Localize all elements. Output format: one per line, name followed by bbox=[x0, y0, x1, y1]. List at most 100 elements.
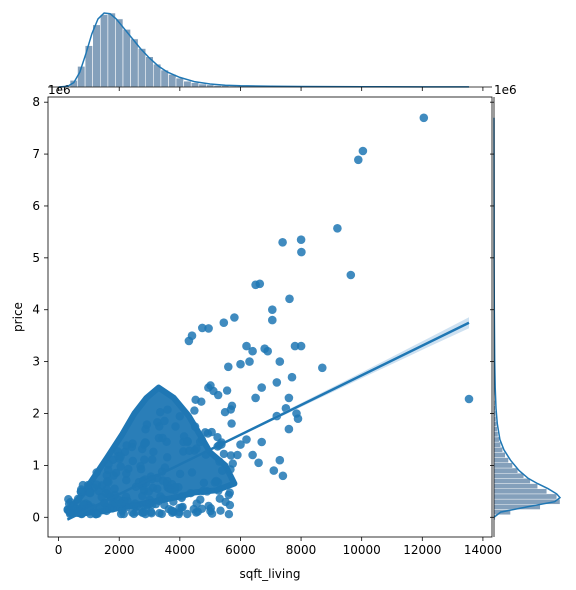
scatter-point bbox=[242, 341, 251, 351]
scatter-point bbox=[214, 486, 223, 495]
marginal-x-bars bbox=[62, 12, 245, 88]
marginal-x-bar bbox=[137, 48, 147, 88]
scatter-point bbox=[104, 477, 113, 487]
scatter-point bbox=[222, 386, 232, 395]
scatter-point bbox=[167, 506, 176, 515]
scatter-point bbox=[155, 509, 164, 518]
scatter-point bbox=[224, 510, 234, 519]
scatter-point bbox=[128, 456, 137, 466]
scatter-point bbox=[354, 155, 363, 165]
scatter-point bbox=[190, 422, 200, 431]
scatter-point bbox=[192, 499, 201, 508]
scatter-point bbox=[183, 509, 192, 519]
marginal-y-bar bbox=[493, 462, 513, 469]
marginal-x-bar bbox=[198, 83, 207, 88]
marginal-y-bar bbox=[493, 488, 547, 495]
scatter-point bbox=[109, 471, 118, 480]
scatter-point bbox=[278, 471, 288, 481]
scatter-point bbox=[219, 449, 229, 459]
scatter-point bbox=[76, 487, 86, 496]
marginal-y-bar bbox=[493, 457, 509, 464]
scatter-point bbox=[149, 447, 158, 456]
scatter-point bbox=[122, 469, 131, 478]
scatter-point bbox=[236, 440, 245, 449]
scatter-point bbox=[122, 441, 131, 450]
joint-scatter-plot: 0 2000 4000 6000 8000 10000 12000 14000 0 1 2 3 4 5 6… bbox=[11, 83, 502, 581]
scatter-point bbox=[129, 501, 138, 510]
marginal-y-bar bbox=[493, 426, 498, 432]
scatter-point bbox=[163, 405, 172, 414]
scatter-point bbox=[117, 499, 126, 508]
x-tick-label: 10000 bbox=[343, 543, 381, 557]
scatter-point bbox=[118, 506, 127, 515]
scatter-point bbox=[248, 346, 257, 356]
scatter-point bbox=[116, 452, 125, 461]
y-tick-label: 3 bbox=[32, 355, 40, 369]
marginal-y-bars bbox=[493, 327, 561, 521]
scatter-point bbox=[195, 437, 205, 447]
scatter-point bbox=[227, 401, 237, 410]
scatter-point bbox=[275, 357, 285, 366]
regression-line-group bbox=[66, 317, 470, 521]
scatter-point bbox=[206, 507, 215, 516]
scatter-point bbox=[419, 113, 429, 123]
marginal-y-offset-text: 1e6 bbox=[494, 83, 517, 97]
marginal-y-bar bbox=[493, 447, 503, 453]
scatter-point bbox=[178, 502, 187, 512]
scatter-point bbox=[227, 419, 236, 428]
y-tick-label: 0 bbox=[32, 510, 40, 524]
scatter-point bbox=[251, 393, 260, 403]
scatter-point bbox=[158, 433, 167, 443]
scatter-point bbox=[216, 506, 225, 515]
y-tick-label: 7 bbox=[32, 147, 40, 161]
x-tick-label: 8000 bbox=[286, 543, 317, 557]
marginal-y-bar bbox=[493, 467, 518, 474]
scatter-point bbox=[284, 424, 294, 434]
scatter-point bbox=[290, 341, 300, 351]
marginal-y-bar bbox=[493, 478, 531, 484]
scatter-point bbox=[226, 451, 236, 460]
x-tick-label: 12000 bbox=[403, 543, 441, 557]
marginal-y-bar bbox=[493, 431, 499, 438]
scatter-point bbox=[333, 224, 342, 233]
marginal-y-kde-curve bbox=[493, 117, 562, 518]
scatter-point bbox=[174, 509, 183, 519]
scatter-point bbox=[293, 414, 303, 424]
scatter-point bbox=[142, 500, 151, 509]
scatter-point bbox=[158, 494, 168, 504]
scatter-point bbox=[175, 469, 185, 479]
y-tick-label: 6 bbox=[32, 199, 40, 213]
scatter-point bbox=[297, 247, 306, 257]
scatter-point bbox=[215, 457, 224, 466]
y-tick-label: 5 bbox=[32, 251, 40, 265]
scatter-point bbox=[79, 500, 88, 509]
scatter-point bbox=[224, 490, 233, 500]
scatter-point bbox=[73, 494, 83, 503]
scatter-point bbox=[160, 416, 169, 426]
marginal-y-bar bbox=[493, 436, 500, 443]
scatter-point bbox=[163, 453, 172, 462]
marginal-y-histogram: 1e6 bbox=[490, 83, 562, 537]
scatter-point bbox=[151, 499, 161, 509]
marginal-y-bar bbox=[493, 441, 501, 448]
scatter-point bbox=[199, 478, 209, 487]
x-tick-label: 6000 bbox=[225, 543, 256, 557]
scatter-point bbox=[141, 510, 150, 519]
marginal-x-bar bbox=[122, 28, 131, 88]
scatter-point bbox=[257, 437, 267, 447]
scatter-point bbox=[464, 394, 474, 404]
scatter-point bbox=[156, 408, 165, 417]
scatter-point bbox=[242, 435, 251, 444]
scatter-point bbox=[64, 495, 73, 504]
scatter-point bbox=[278, 238, 287, 247]
scatter-point bbox=[148, 483, 158, 492]
scatter-point bbox=[104, 460, 113, 469]
scatter-point bbox=[269, 466, 279, 475]
marginal-x-bar bbox=[92, 24, 101, 88]
scatter-point bbox=[268, 305, 277, 315]
scatter-point bbox=[171, 422, 180, 431]
scatter-point bbox=[214, 390, 223, 400]
x-tick-label: 14000 bbox=[464, 543, 502, 557]
marginal-x-histogram bbox=[48, 12, 492, 91]
scatter-point bbox=[285, 294, 294, 304]
